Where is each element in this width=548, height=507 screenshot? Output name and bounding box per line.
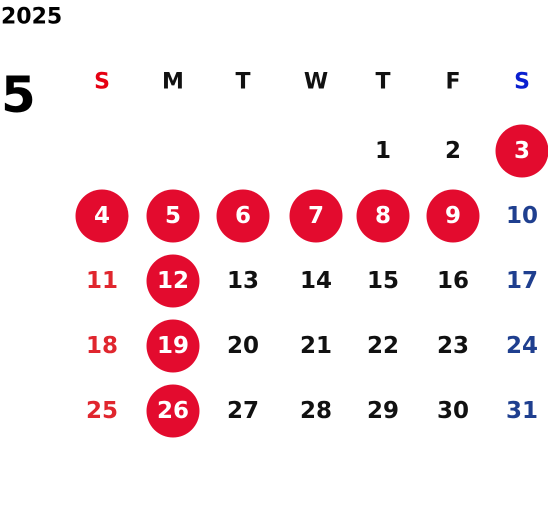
day-number: 3 [514,138,530,164]
weekday-label: F [445,70,460,95]
day-number: 11 [86,268,118,294]
day-number: 26 [157,398,189,424]
day-number: 30 [437,398,469,424]
weekday-label: S [514,70,530,95]
day-number: 4 [94,203,110,229]
day-number: 29 [367,398,399,424]
day-number: 10 [506,203,538,229]
weekday-label: T [375,70,390,95]
year: 2025 [1,5,62,30]
weekday-label: W [304,70,328,95]
day-number: 27 [227,398,259,424]
day-number: 28 [300,398,332,424]
day-number: 12 [157,268,189,294]
day-number: 13 [227,268,259,294]
day-number: 6 [235,203,251,229]
day-number: 17 [506,268,538,294]
month: 5 [1,66,36,124]
day-number: 22 [367,333,399,359]
day-number: 16 [437,268,469,294]
day-number: 5 [165,203,181,229]
day-number: 21 [300,333,332,359]
weekday-label: S [94,70,110,95]
weekday-label: M [162,70,184,95]
day-number: 2 [445,138,461,164]
day-number: 20 [227,333,259,359]
day-number: 1 [375,138,391,164]
day-number: 8 [375,203,391,229]
day-number: 7 [308,203,324,229]
day-number: 18 [86,333,118,359]
day-number: 19 [157,333,189,359]
day-number: 25 [86,398,118,424]
day-number: 9 [445,203,461,229]
day-number: 24 [506,333,538,359]
day-number: 23 [437,333,469,359]
day-number: 31 [506,398,538,424]
day-number: 14 [300,268,332,294]
weekday-label: T [235,70,250,95]
day-number: 15 [367,268,399,294]
